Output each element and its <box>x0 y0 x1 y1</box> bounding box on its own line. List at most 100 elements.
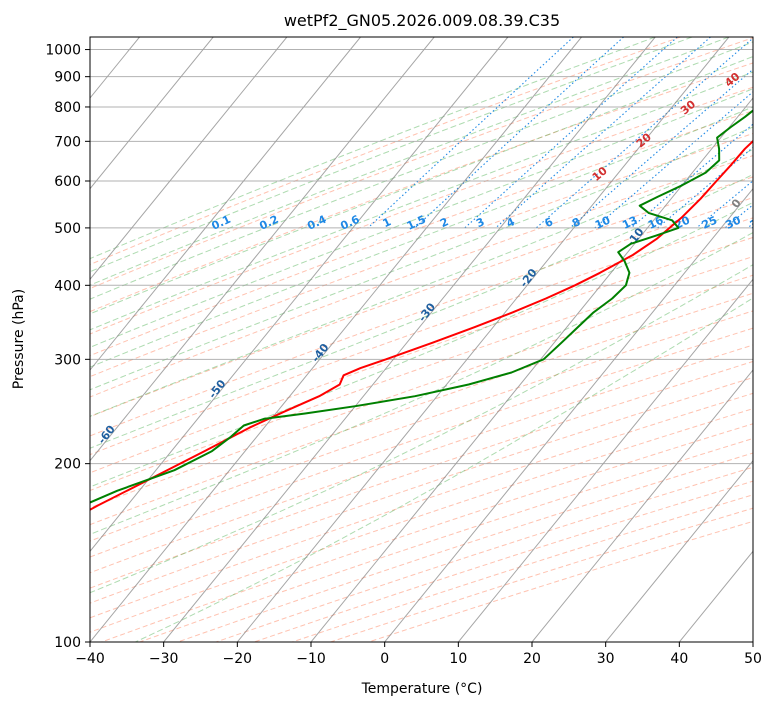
y-tick-label: 300 <box>54 352 81 368</box>
x-axis-label: Temperature (°C) <box>361 681 483 697</box>
isotherm-line <box>310 97 753 642</box>
y-tick-label: 200 <box>54 457 81 473</box>
dry-adiabat-line <box>90 292 753 526</box>
mixing-ratio-label: 13 <box>620 214 639 232</box>
isotherm-line <box>0 37 66 642</box>
x-tick-label: 10 <box>449 651 467 667</box>
mixing-ratio-label: 10 <box>593 213 613 231</box>
y-axis-label: Pressure (hPa) <box>11 289 27 389</box>
dry-adiabat-label: 40 <box>722 70 742 90</box>
mixing-ratio-label: 36 <box>748 213 768 231</box>
isotherm-line <box>90 37 214 190</box>
x-tick-label: 50 <box>744 651 762 667</box>
moist-adiabat-line <box>90 56 753 315</box>
moist-adiabat-line <box>90 41 753 300</box>
x-tick-label: −40 <box>75 651 105 667</box>
x-tick-label: 20 <box>523 651 541 667</box>
isotherm-line <box>163 37 656 642</box>
mixing-ratio-line <box>535 37 753 229</box>
moist-adiabat-line <box>90 201 753 488</box>
moist-adiabat-line <box>90 88 753 348</box>
dry-adiabat-line <box>90 274 753 509</box>
dry-adiabat-line <box>90 377 753 604</box>
y-tick-label: 700 <box>54 134 81 150</box>
dry-adiabat-line <box>90 360 753 589</box>
profile-lines <box>90 109 753 511</box>
dry-adiabat-line <box>90 236 753 474</box>
dry-adiabat-line <box>90 197 753 437</box>
isotherm-line <box>236 37 730 642</box>
dry-adiabat-line <box>90 392 753 619</box>
x-tick-label: 30 <box>597 651 615 667</box>
y-tick-label: 900 <box>54 70 81 86</box>
isotherm-line <box>384 187 753 642</box>
dry-adiabat-line <box>90 176 753 418</box>
mixing-ratio-label: 0.1 <box>210 213 233 233</box>
moist-adiabat-line <box>90 232 753 535</box>
mixing-ratio-line <box>657 146 753 229</box>
dry-adiabat-line <box>90 86 753 335</box>
y-tick-label: 600 <box>54 174 81 190</box>
isotherm-label: -50 <box>206 377 229 401</box>
dry-adiabat-line <box>90 155 753 398</box>
plot-frame <box>89 36 754 643</box>
y-tick-label: 800 <box>54 100 81 116</box>
dry-adiabat-line <box>101 423 753 642</box>
isotherm-label: -40 <box>309 341 332 365</box>
mixing-ratio-label: 30 <box>723 213 743 231</box>
background-labels: -100-90-80-70-60-50-40-30-20-1000.10.20.… <box>0 70 768 487</box>
dry-adiabat-line <box>90 37 753 290</box>
isotherm-line <box>90 37 288 281</box>
dewpoint-profile-line <box>90 109 753 504</box>
mixing-ratio-label: 16 <box>646 213 666 231</box>
y-tick-label: 400 <box>54 278 81 294</box>
dry-adiabat-line <box>90 310 753 542</box>
mixing-ratio-line <box>414 37 624 229</box>
isotherm-label: -70 <box>0 463 12 487</box>
dry-adiabat-line <box>90 256 753 492</box>
mixing-ratio-line <box>747 222 753 229</box>
chart-title: wetPf2_GN05.2026.009.08.39.C35 <box>284 11 560 31</box>
isotherm-line <box>90 37 509 553</box>
isotherm-line <box>90 37 361 371</box>
y-tick-label: 500 <box>54 221 81 237</box>
moist-adiabat-line <box>90 37 693 273</box>
moist-adiabat-line <box>90 148 753 417</box>
moist-adiabat-line <box>90 126 753 391</box>
isotherm-line <box>752 641 753 642</box>
y-tick-label: 100 <box>54 635 81 651</box>
moist-adiabat-line <box>135 297 753 642</box>
x-tick-label: 40 <box>670 651 688 667</box>
isotherm-label: -30 <box>416 300 439 324</box>
moist-adiabat-line <box>90 37 730 286</box>
moist-adiabat-line <box>90 264 753 594</box>
moist-adiabat-line <box>90 106 753 368</box>
dry-adiabat-line <box>90 408 753 633</box>
mixing-ratio-label: 25 <box>700 214 719 232</box>
dry-adiabat-line <box>90 217 753 456</box>
x-tick-label: 0 <box>380 651 389 667</box>
isotherm-line <box>457 278 753 642</box>
mixing-ratio-label: 0.6 <box>338 213 361 233</box>
isotherm-label: -20 <box>517 266 540 290</box>
mixing-ratio-line <box>594 91 753 229</box>
dry-adiabat-line <box>90 62 753 313</box>
mixing-ratio-line <box>464 37 678 229</box>
mixing-ratio-line <box>696 180 753 229</box>
dry-adiabat-line <box>90 110 753 357</box>
x-axis: −40 −30 −20 −10 0 10 20 30 40 50 <box>75 642 762 667</box>
isotherm-line <box>90 37 582 642</box>
dry-adiabat-line <box>254 480 753 642</box>
x-tick-label: −30 <box>149 651 179 667</box>
y-tick-label: 1000 <box>45 43 81 59</box>
mixing-ratio-line <box>367 37 574 229</box>
y-axis: 1000 900 800 700 600 500 400 300 200 100 <box>45 43 90 651</box>
isotherm-line <box>605 459 753 642</box>
moist-adiabat-line <box>90 173 753 449</box>
moist-adiabat-line <box>90 37 656 260</box>
temperature-profile-line <box>90 139 753 511</box>
dry-adiabat-line <box>368 520 753 642</box>
mixing-ratio-label: 0.4 <box>305 213 328 233</box>
isotherm-line <box>531 369 753 642</box>
